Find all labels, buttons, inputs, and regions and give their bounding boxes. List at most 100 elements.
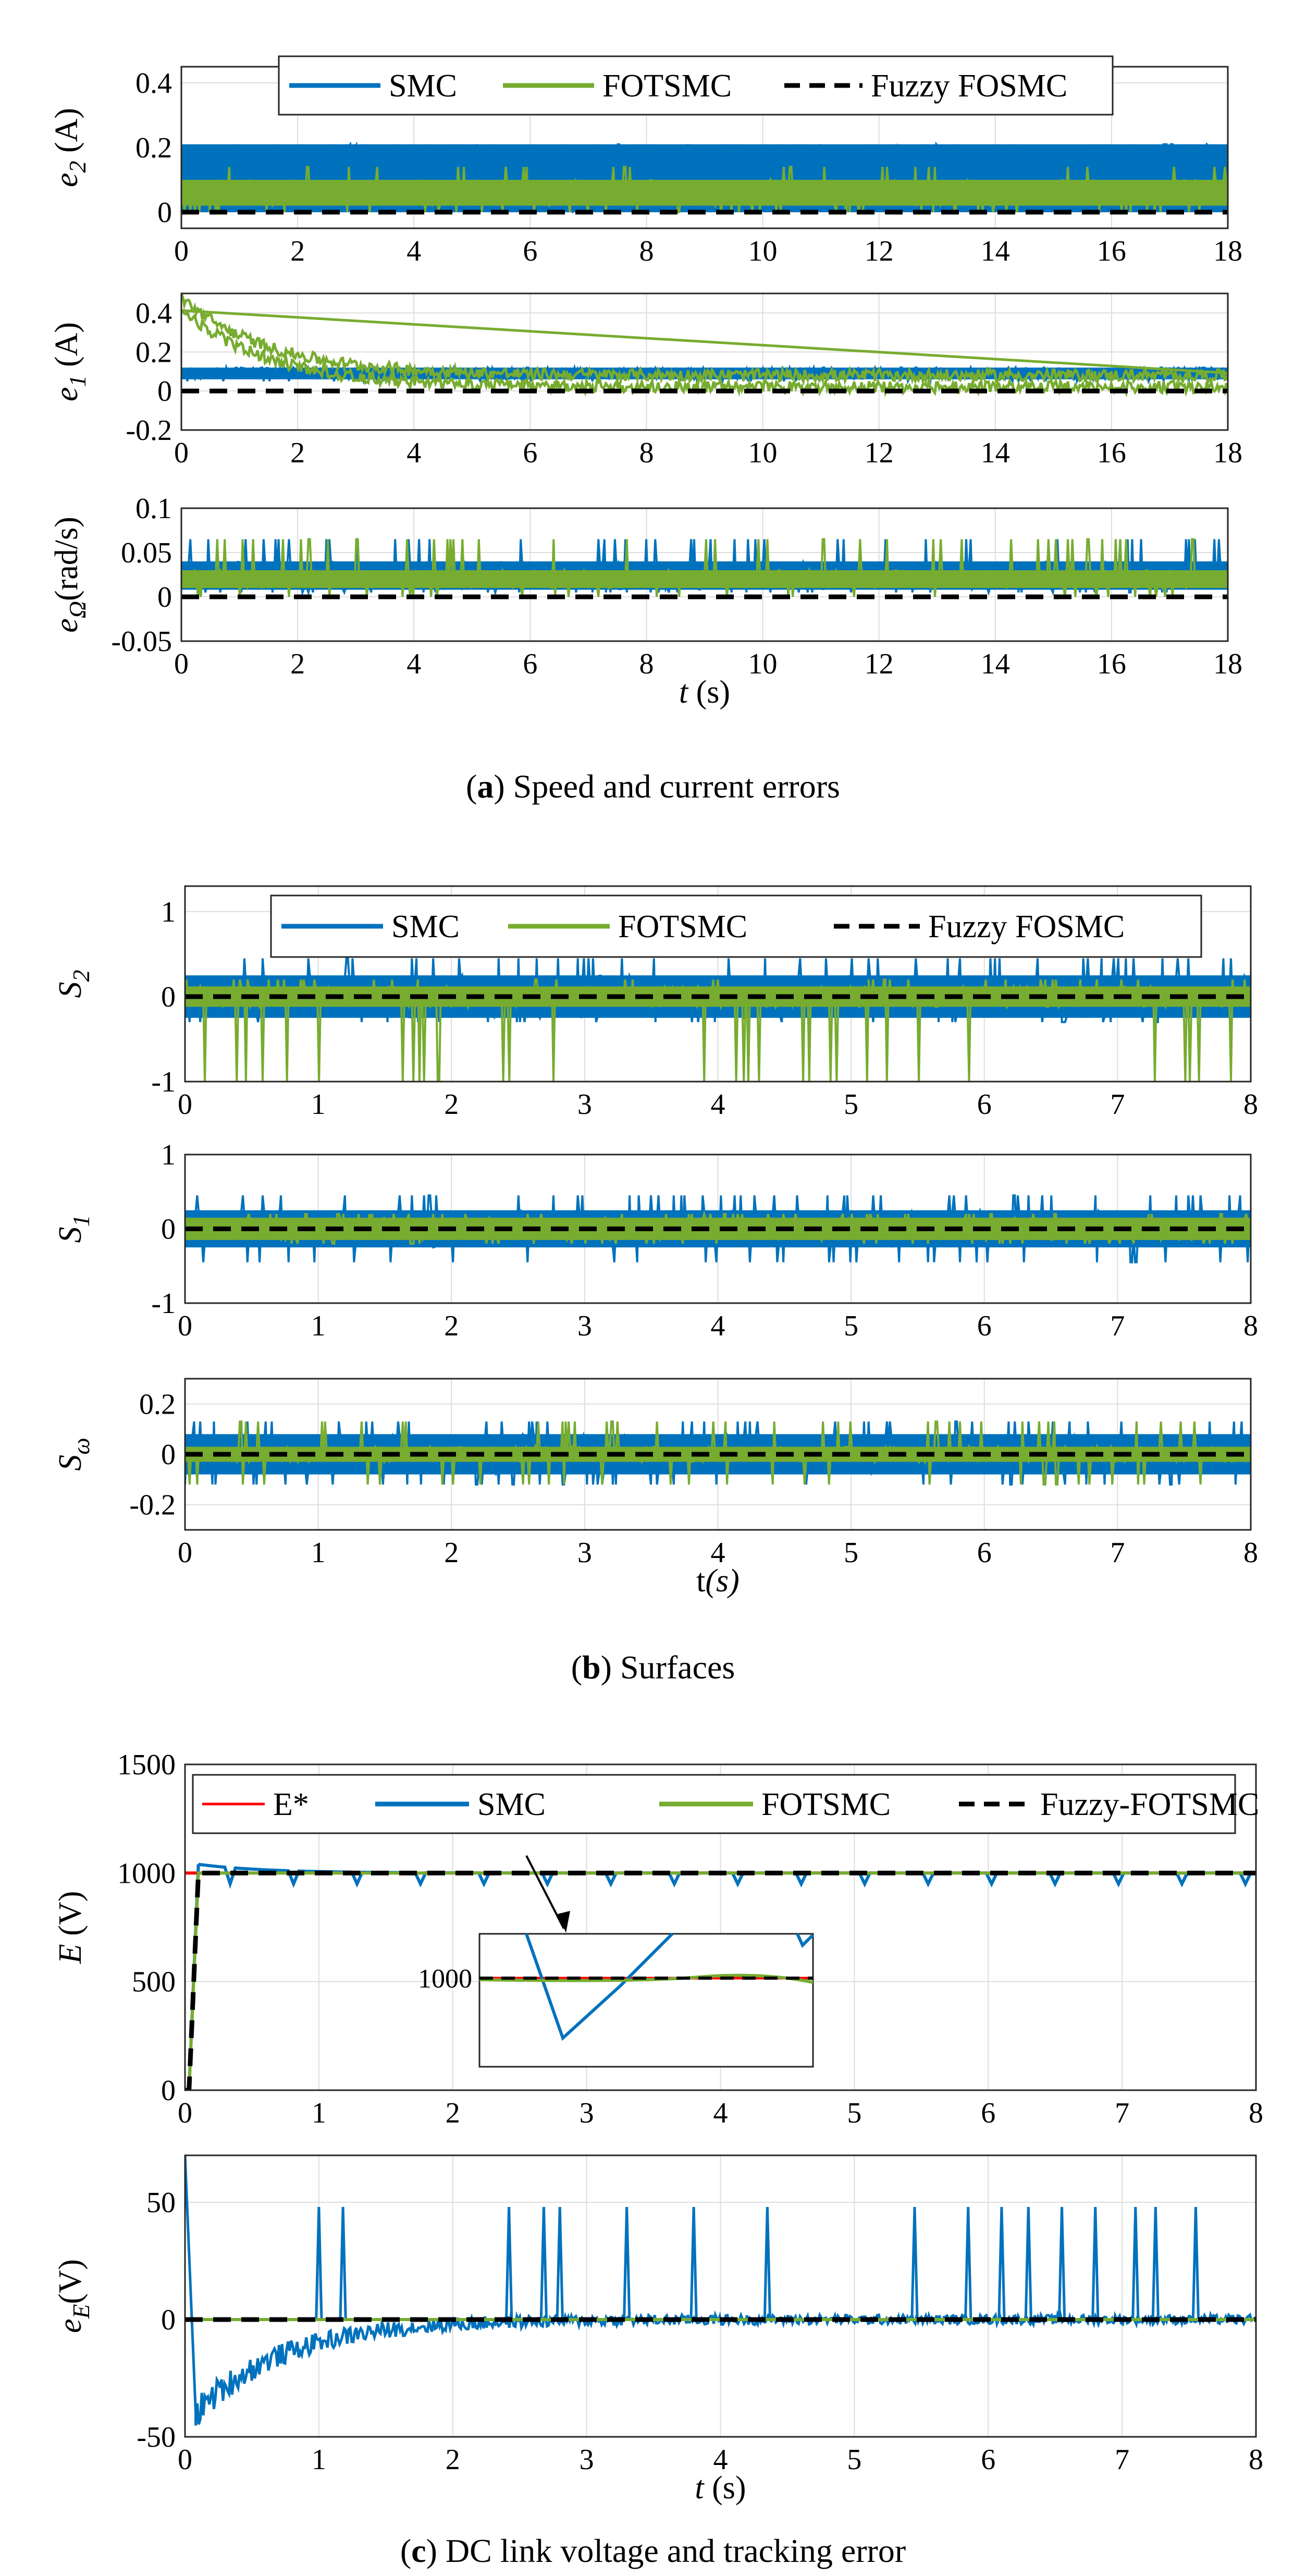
x-tick-label: 8 [639, 437, 654, 469]
x-tick-label: 6 [977, 1088, 992, 1121]
series-group [185, 1194, 1251, 1264]
x-tick-label: 12 [865, 648, 894, 680]
series-smc-spike [539, 2206, 548, 2320]
x-tick-label: 8 [1243, 1088, 1258, 1121]
x-axis-label: t(s) [696, 1563, 740, 1599]
series-smc-spike [1091, 2206, 1100, 2320]
x-tick-label: 8 [1243, 1537, 1258, 1569]
x-tick-label: 14 [981, 437, 1010, 469]
y-tick-label: 0.1 [135, 493, 172, 525]
x-tick-label: 6 [981, 2097, 995, 2129]
y-label-subscript: Ω [64, 601, 91, 618]
y-tick-label: 0 [157, 375, 172, 408]
inset-y-tick: 1000 [418, 1964, 472, 1994]
legend-label-smc: SMC [391, 909, 460, 944]
x-tick-label: 5 [847, 2097, 861, 2129]
y-tick-label: 1000 [117, 1857, 176, 1890]
x-tick-label: 14 [981, 235, 1010, 267]
y-label-subscript: E [68, 2304, 94, 2319]
chart-a2: 0 2 4 6 8 10 12 14 16 18-0.200.20.4e1 (A) [49, 292, 1242, 469]
x-axis-label: t (s) [679, 674, 730, 710]
axes-box [184, 885, 1252, 1083]
x-tick-label: 6 [523, 235, 537, 267]
x-tick-label: 1 [311, 1537, 326, 1569]
x-tick-label: 0 [178, 1537, 192, 1569]
series-fuzzy-fotsmc [185, 1870, 1256, 2090]
series-fotsmc [181, 293, 1228, 398]
x-tick-label: 18 [1213, 437, 1242, 469]
x-tick-label: 2 [290, 648, 305, 680]
x-tick-label: 0 [178, 2097, 192, 2129]
series-fotsmc [181, 538, 1228, 597]
x-tick-label: 16 [1097, 648, 1126, 680]
x-tick-label: 4 [711, 1537, 725, 1569]
legend-b: SMC FOTSMC Fuzzy FOSMC [270, 894, 1202, 958]
series-fotsmc [181, 166, 1228, 213]
inset-pointer [525, 1855, 565, 1929]
x-tick-label: 8 [1243, 1310, 1258, 1342]
series-smc-spike [689, 2206, 698, 2320]
y-axis-label: S2 [53, 970, 94, 998]
legend-label-fotsmc: FOTSMC [602, 68, 732, 104]
x-tick-label: 8 [1249, 2444, 1263, 2476]
legend-label-e: E* [273, 1787, 309, 1822]
legend-label-smc: SMC [477, 1787, 546, 1822]
legend-c: E* SMC FOTSMC Fuzzy-FOTSMC [192, 1774, 1259, 1834]
x-axis-label: t (s) [695, 2470, 746, 2506]
y-label-unit: (V) [53, 2259, 88, 2304]
x-tick-label: 7 [1110, 1088, 1125, 1121]
y-axis-label: eΩ(rad/s) [49, 517, 91, 633]
x-tick-label: 3 [577, 1310, 592, 1342]
x-tick-label: 6 [977, 1537, 992, 1569]
y-tick-label: 0.4 [135, 67, 172, 100]
y-label-unit: (A) [49, 322, 84, 375]
x-tick-label: 5 [844, 1537, 858, 1569]
y-label-symbol: e [53, 2319, 88, 2333]
series-smc-spike [505, 2206, 513, 2320]
axes-box [184, 2154, 1257, 2438]
x-tick-label: 16 [1097, 437, 1126, 469]
x-tick-label: 10 [748, 235, 778, 267]
y-tick-label: 0 [157, 581, 172, 614]
series-group [185, 1862, 1256, 2090]
y-label-subscript: 1 [64, 375, 91, 387]
x-tick-label: 4 [713, 2444, 728, 2476]
y-axis-label: S1 [53, 1215, 94, 1243]
zoom-inset: 1000 [418, 1855, 815, 2068]
x-tick-label: 4 [406, 648, 421, 680]
x-tick-label: 5 [847, 2444, 861, 2476]
y-label-unit: (A) [49, 108, 84, 161]
x-tick-label: 6 [977, 1310, 992, 1342]
y-label-symbol: e [49, 387, 84, 402]
legend-a: SMC FOTSMC Fuzzy FOSMC [278, 55, 1114, 116]
x-tick-label: 0 [178, 2444, 192, 2476]
x-tick-label: 3 [580, 2444, 594, 2476]
x-tick-label: 3 [577, 1537, 592, 1569]
x-tick-label: 2 [290, 235, 305, 267]
y-tick-label: 0 [161, 981, 176, 1013]
x-tick-label: 12 [865, 235, 894, 267]
axes-box [184, 1378, 1252, 1531]
series-smc-spike [1024, 2206, 1032, 2320]
legend-box [278, 55, 1114, 116]
x-tick-label: 8 [639, 648, 654, 680]
caption-a: (a) Speed and current errors [466, 768, 840, 805]
legend-label-fuzzy-fotsmc: Fuzzy-FOTSMC [1040, 1787, 1259, 1822]
x-tick-label: 4 [713, 2097, 728, 2129]
legend-label-smc: SMC [389, 68, 457, 104]
x-tick-label: 2 [290, 437, 305, 469]
x-tick-label: 7 [1115, 2444, 1129, 2476]
x-tick-label: 0 [178, 1310, 192, 1342]
x-tick-label: 3 [580, 2097, 594, 2129]
x-tick-label: 4 [711, 1310, 725, 1342]
axes-box [184, 1763, 1257, 2091]
x-tick-label: 16 [1097, 235, 1126, 267]
y-label-symbol: e [49, 618, 84, 633]
x-tick-label: 8 [1249, 2097, 1263, 2129]
inset-pointer-arrowhead [558, 1911, 570, 1933]
x-tick-label: 5 [844, 1088, 858, 1121]
series-group [185, 957, 1251, 1082]
y-axis-label: Sω [53, 1438, 94, 1470]
